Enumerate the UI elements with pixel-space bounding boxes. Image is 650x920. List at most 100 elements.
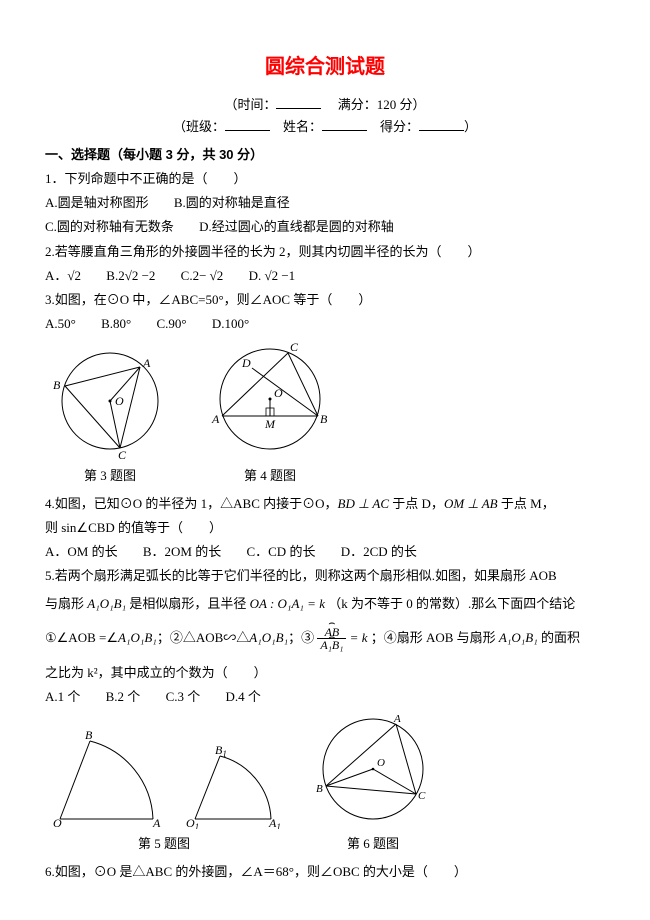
q5-c4b: 的面积 xyxy=(538,630,580,645)
q4-p1: 4.如图，已知⊙O 的半径为 1，△ABC 内接于⊙O， xyxy=(45,496,338,511)
svg-text:A: A xyxy=(393,714,401,725)
fig6-block: O A B C 第 6 题图 xyxy=(308,714,438,855)
q5-stem-l1: 5.若两个扇形满足弧长的比等于它们半径的比，则称这两个扇形相似.如图，如果扇形 … xyxy=(45,565,605,587)
q3-opt-a: A.50° xyxy=(45,313,76,335)
q2-opt-c: C.2− √2 xyxy=(181,265,224,287)
svg-text:O: O xyxy=(115,394,124,408)
svg-text:D: D xyxy=(241,356,251,370)
q4-p2: 于点 D， xyxy=(389,496,444,511)
fig4-caption: 第 4 题图 xyxy=(200,465,340,487)
q5-ratio: OA : O₁A₁ = k xyxy=(250,596,325,611)
q2-stem: 2.若等腰直角三角形的外接圆半径的长为 2，则其内切圆半径的长为（ ） xyxy=(45,241,605,263)
close-paren: ） xyxy=(464,119,477,134)
svg-text:O: O xyxy=(53,816,62,829)
score-label: 得分： xyxy=(380,119,419,134)
name-blank[interactable] xyxy=(322,117,367,131)
svg-text:B: B xyxy=(85,729,93,742)
full-label: 满分： xyxy=(338,97,377,112)
fig5-svg-b: O1 A1 B1 xyxy=(183,744,283,829)
fig-row-3-4: O A B C 第 3 题图 xyxy=(45,341,605,487)
q4-opt-c: C．CD 的长 xyxy=(246,541,315,563)
fig6-caption: 第 6 题图 xyxy=(308,833,438,855)
q5-l2a: 与扇形 xyxy=(45,596,87,611)
svg-text:B1: B1 xyxy=(215,744,227,759)
q5-c3a: ；③ xyxy=(288,630,314,645)
time-label: （时间： xyxy=(224,97,276,112)
q5-c2a: ；②△AOB∽△ xyxy=(157,630,249,645)
svg-text:O1: O1 xyxy=(186,816,199,829)
score-blank[interactable] xyxy=(419,117,464,131)
svg-text:M: M xyxy=(264,417,276,431)
class-blank[interactable] xyxy=(225,117,270,131)
q5-frac-eq: = k xyxy=(346,630,367,645)
svg-text:C: C xyxy=(290,341,299,354)
svg-text:A1: A1 xyxy=(268,816,281,829)
fig5-block: O A B O1 A1 B1 第 5 题图 xyxy=(45,729,283,855)
meta-line-1: （时间： 满分：120 分） xyxy=(45,94,605,116)
svg-text:B: B xyxy=(316,783,323,795)
q5-last: 之比为 k²，其中成立的个数为（ ） xyxy=(45,662,605,684)
page-title: 圆综合测试题 xyxy=(45,50,605,84)
q5-l2b: 是相似扇形，且半径 xyxy=(126,596,250,611)
q5-c4-aob: A₁O₁B₁ xyxy=(499,630,538,645)
svg-text:A: A xyxy=(211,412,220,426)
svg-text:C: C xyxy=(118,448,127,461)
q5-opt-b: B.2 个 xyxy=(106,686,141,708)
q1-opts-row2: C.圆的对称轴有无数条 D.经过圆心的直线都是圆的对称轴 xyxy=(45,216,605,238)
svg-text:O: O xyxy=(377,757,385,769)
q4-p3: 于点 M， xyxy=(498,496,555,511)
svg-text:A: A xyxy=(152,816,161,829)
q5-c4a: ；④扇形 AOB 与扇形 xyxy=(371,630,499,645)
svg-text:A: A xyxy=(142,356,151,370)
q5-opt-a: A.1 个 xyxy=(45,686,80,708)
q3-opt-c: C.90° xyxy=(156,313,186,335)
q1-opt-c: C.圆的对称轴有无数条 xyxy=(45,216,174,238)
fig6-svg: O A B C xyxy=(308,714,438,829)
q5-c1-aob: A₁O₁B₁ xyxy=(118,630,157,645)
q1-stem: 1．下列命题中不正确的是（ ） xyxy=(45,168,605,190)
q4-bdac: BD ⊥ AC xyxy=(338,496,390,511)
q4-opt-b: B．2OM 的长 xyxy=(143,541,221,563)
svg-text:B: B xyxy=(53,378,61,392)
fig4-block: O A B C D M 第 4 题图 xyxy=(200,341,340,487)
q2-opt-a: A．√2 xyxy=(45,265,81,287)
time-blank[interactable] xyxy=(276,95,321,109)
q2-opt-b: B.2√2 −2 xyxy=(106,265,155,287)
q2-opt-d: D. √2 −1 xyxy=(249,265,296,287)
q4-opt-a: A．OM 的长 xyxy=(45,541,118,563)
q1-opts-row1: A.圆是轴对称图形 B.圆的对称轴是直径 xyxy=(45,192,605,214)
q1-opt-d: D.经过圆心的直线都是圆的对称轴 xyxy=(199,216,394,238)
q5-frac-den: A₁B₁ xyxy=(320,639,343,652)
fig4-svg: O A B C D M xyxy=(200,341,340,461)
fig5-caption: 第 5 题图 xyxy=(45,833,283,855)
q5-frac: ABA₁B₁ xyxy=(317,626,346,652)
fig3-block: O A B C 第 3 题图 xyxy=(45,341,175,487)
q5-opts: A.1 个 B.2 个 C.3 个 D.4 个 xyxy=(45,686,605,708)
q4-stem: 4.如图，已知⊙O 的半径为 1，△ABC 内接于⊙O，BD ⊥ AC 于点 D… xyxy=(45,493,605,515)
q2-opts: A．√2 B.2√2 −2 C.2− √2 D. √2 −1 xyxy=(45,265,605,287)
q5-c2-aob: A₁O₁B₁ xyxy=(249,630,288,645)
full-value: 120 分） xyxy=(377,97,426,112)
q5-a1o1b1-1: A₁O₁B₁ xyxy=(87,596,126,611)
q4-opt-d: D．2CD 的长 xyxy=(341,541,417,563)
q5-c1a: ①∠AOB =∠ xyxy=(45,630,118,645)
q5-l2c: （k 为不等于 0 的常数）.那么下面四个结论 xyxy=(328,596,575,611)
fig-row-5-6: O A B O1 A1 B1 第 5 题图 xyxy=(45,714,605,855)
fig3-svg: O A B C xyxy=(45,341,175,461)
q1-opt-a: A.圆是轴对称图形 xyxy=(45,192,149,214)
q3-opt-d: D.100° xyxy=(212,313,249,335)
q4-omab: OM ⊥ AB xyxy=(444,496,498,511)
fig5-svg-a: O A B xyxy=(45,729,165,829)
q3-opt-b: B.80° xyxy=(101,313,131,335)
q6-stem: 6.如图，⊙O 是△ABC 的外接圆，∠A＝68°，则∠OBC 的大小是（ ） xyxy=(45,861,605,883)
section-1-head: 一、选择题（每小题 3 分，共 30 分） xyxy=(45,144,605,166)
q5-stem-l2: 与扇形 A₁O₁B₁ 是相似扇形，且半径 OA : O₁A₁ = k （k 为不… xyxy=(45,593,605,615)
q4-stem-2: 则 sin∠CBD 的值等于（ ） xyxy=(45,517,605,539)
q5-opt-c: C.3 个 xyxy=(166,686,201,708)
fig3-caption: 第 3 题图 xyxy=(45,465,175,487)
q4-opts: A．OM 的长 B．2OM 的长 C．CD 的长 D．2CD 的长 xyxy=(45,541,605,563)
name-label: 姓名： xyxy=(283,119,322,134)
class-label: （班级： xyxy=(173,119,225,134)
q3-stem: 3.如图，在⊙O 中，∠ABC=50°，则∠AOC 等于（ ） xyxy=(45,289,605,311)
q5-conclusions: ①∠AOB =∠A₁O₁B₁；②△AOB∽△A₁O₁B₁；③ ABA₁B₁ = … xyxy=(45,626,605,652)
